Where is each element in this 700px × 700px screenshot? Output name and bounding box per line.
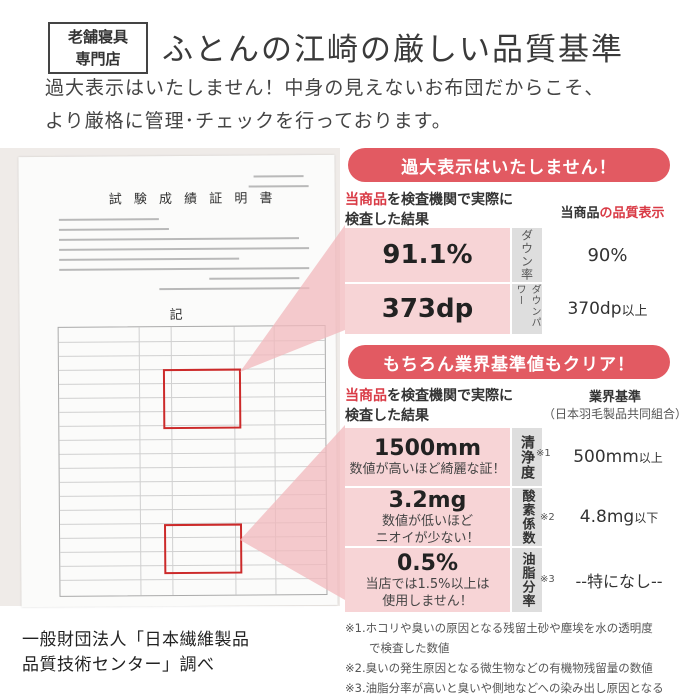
section2-subtitle-highlight: 当商品 — [345, 388, 387, 404]
certificate-title: 試 験 成 績 証 明 書 — [108, 191, 277, 208]
cleanliness-standard-cell: 500mm 以上 — [558, 428, 678, 486]
oxygen-label: 酸素係数 — [519, 489, 535, 545]
caption-line-1: 一般財団法人「日本繊維製品 — [22, 630, 250, 650]
section2-subtitle-line2: 検査した結果 — [345, 408, 429, 424]
oil-standard: --特になし-- — [575, 572, 663, 591]
badge-line-2: 専門店 — [75, 50, 121, 68]
document-caption: 一般財団法人「日本繊維製品 品質技術センター」調べ — [22, 628, 250, 678]
downpower-measured: 373dp — [381, 294, 474, 324]
footnote-1: ※1.ホコリや臭いの原因となる残留土砂や塵埃を水の透明度 — [345, 621, 653, 635]
oil-measured-cell: 0.5% 当店では1.5%以上は 使用しません！ — [345, 548, 510, 612]
section1-subtitle: 当商品を検査機関で実際に 検査した結果 — [345, 190, 513, 230]
section1-subtitle-line2: 検査した結果 — [345, 212, 429, 228]
oxygen-label-cell: 酸素係数 — [512, 488, 542, 546]
downpower-declared: 370dp — [567, 299, 622, 319]
downrate-measured-cell: 91.1% — [345, 228, 510, 282]
intro-line-2: より厳格に管理･チェックを行っております。 — [45, 110, 452, 132]
footnotes: ※1.ホコリや臭いの原因となる残留土砂や塵埃を水の透明度 で検査した数値 ※2.… — [345, 618, 695, 698]
industry-standard-pill: もちろん業界基準値もクリア！ — [348, 345, 670, 379]
industry-standard-org: （日本羽毛製品共同組合） — [542, 407, 687, 421]
downpower-label: ダウンパワー — [514, 284, 540, 328]
section1-right-prefix: 当商品 — [560, 206, 600, 221]
industry-standard-title: 業界基準 — [588, 390, 641, 405]
section2-right-header: 業界基準 （日本羽毛製品共同組合） — [540, 386, 690, 422]
downrate-declared: 90% — [587, 244, 628, 266]
section1-subtitle-highlight: 当商品 — [345, 192, 387, 208]
footnote-3: ※3.油脂分率が高いと臭いや側地などへの染み出し原因となる — [345, 681, 664, 695]
footnote-2: ※2.臭いの発生原因となる微生物などの有機物残留量の数値 — [345, 661, 653, 675]
badge-line-1: 老舗寝具 — [67, 28, 128, 46]
oxygen-note-1: 数値が低いほど — [381, 513, 473, 529]
test-certificate-image: 試 験 成 績 証 明 書 記 — [18, 154, 338, 608]
highlight-box-downrate — [162, 368, 242, 430]
oil-footnote-mark: ※3 — [540, 574, 555, 585]
page-title: ふとんの江崎の厳しい品質基準 — [162, 32, 624, 68]
cleanliness-standard: 500mm — [573, 447, 639, 467]
certificate-ki: 記 — [169, 307, 183, 324]
downpower-label-cell: ダウンパワー — [512, 284, 542, 334]
intro-line-1: 過大表示はいたしません！中身の見えないお布団だからこそ、 — [45, 77, 605, 99]
downpower-declared-cell: 370dp 以上 — [545, 284, 670, 334]
cleanliness-standard-suffix: 以上 — [638, 450, 663, 465]
downrate-measured: 91.1% — [382, 240, 473, 270]
section1-subtitle-rest: を検査機関で実際に — [387, 192, 513, 208]
oil-measured: 0.5% — [396, 550, 458, 576]
oxygen-note-2: ニオイが少ない！ — [375, 530, 480, 546]
intro-text: 過大表示はいたしません！中身の見えないお布団だからこそ、 より厳格に管理･チェッ… — [45, 72, 604, 138]
downpower-declared-suffix: 以上 — [621, 303, 648, 319]
section2-subtitle-rest: を検査機関で実際に — [387, 388, 513, 404]
cleanliness-label: 清浄度 — [519, 434, 535, 480]
cleanliness-measured-cell: 1500mm 数値が高いほど綺麗な証！ — [345, 428, 510, 486]
oxygen-standard: 4.8mg — [579, 507, 635, 527]
oil-note-2: 使用しません！ — [382, 593, 473, 609]
oxygen-standard-suffix: 以下 — [634, 510, 659, 525]
oxygen-measured-cell: 3.2mg 数値が低いほど ニオイが少ない！ — [345, 488, 510, 546]
oil-standard-cell: --特になし-- — [560, 548, 678, 612]
oil-note-1: 当店では1.5%以上は — [365, 576, 490, 592]
caption-line-2: 品質技術センター」調べ — [22, 655, 215, 675]
oxygen-standard-cell: 4.8mg 以下 — [560, 488, 678, 546]
cleanliness-note: 数値が高いほど綺麗な証！ — [349, 462, 506, 477]
cleanliness-footnote-mark: ※1 — [536, 448, 551, 459]
oil-label: 油脂分率 — [519, 552, 535, 608]
oxygen-footnote-mark: ※2 — [540, 512, 555, 523]
cleanliness-label-cell: 清浄度 — [512, 428, 542, 486]
downrate-declared-cell: 90% — [545, 228, 670, 282]
oil-label-cell: 油脂分率 — [512, 548, 542, 612]
footnote-1-cont: で検査した数値 — [369, 641, 450, 655]
overstatement-pill: 過大表示はいたしません！ — [348, 148, 670, 182]
downpower-measured-cell: 373dp — [345, 284, 510, 334]
oxygen-measured: 3.2mg — [388, 487, 467, 513]
downrate-label-cell: ダウン率 — [512, 228, 542, 282]
section1-right-highlight: の品質表示 — [599, 206, 665, 221]
downrate-label: ダウン率 — [519, 229, 534, 281]
shop-badge: 老舗寝具 専門店 — [48, 22, 148, 74]
section1-right-header: 当商品の品質表示 — [545, 202, 680, 221]
highlight-box-quality — [163, 523, 243, 575]
cleanliness-measured: 1500mm — [373, 436, 482, 461]
section2-subtitle: 当商品を検査機関で実際に 検査した結果 — [345, 386, 513, 426]
